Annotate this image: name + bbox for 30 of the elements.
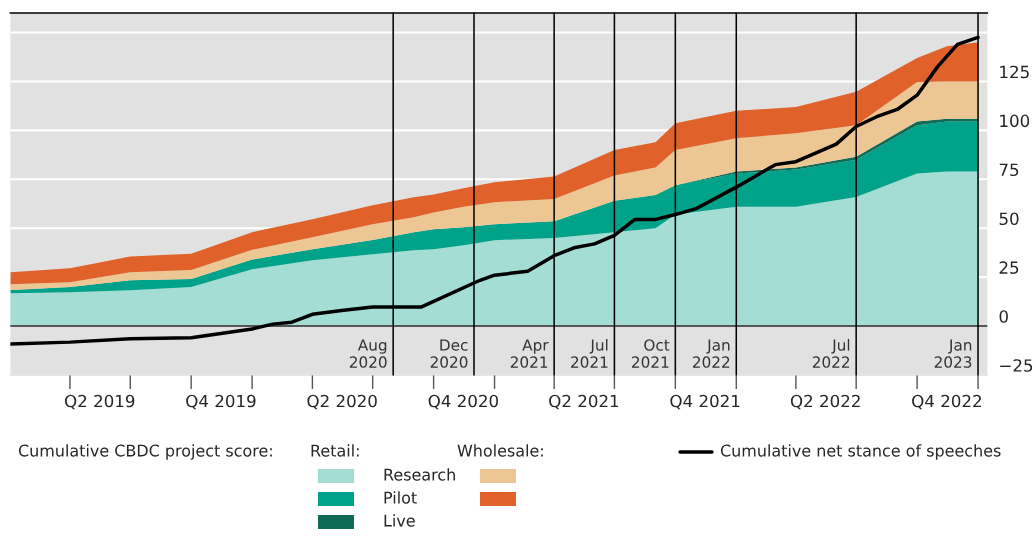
y-tick-label: −25: [1000, 359, 1033, 372]
x-tick-label: Q4 2019: [186, 394, 256, 410]
x-tick-label: Q2 2019: [64, 394, 135, 410]
y-tick-label: 125: [1000, 65, 1029, 79]
ref-line-label: Jul 2021: [571, 338, 608, 368]
legend-label: Live: [384, 514, 415, 527]
ref-line-label: Jan 2023: [934, 339, 972, 368]
ref-line-label: Oct 2021: [632, 339, 670, 368]
x-tick-label: Q2 2021: [549, 394, 619, 410]
legend-title: Cumulative CBDC project score:: [18, 444, 272, 460]
x-tick-label: Q4 2020: [428, 394, 499, 410]
x-tick-label: Q4 2021: [670, 394, 740, 410]
y-tick-label: 50: [999, 212, 1019, 226]
ref-line-label: Jul 2022: [812, 338, 850, 368]
y-tick-label: 75: [999, 163, 1019, 177]
y-tick-label: 0: [999, 310, 1008, 323]
legend-label: Research: [384, 468, 455, 481]
x-tick-label: Q2 2022: [790, 394, 860, 410]
ref-line-label: Aug 2020: [349, 339, 387, 368]
x-tick-label: Q4 2022: [912, 394, 981, 410]
y-tick-label: 100: [1000, 114, 1030, 128]
legend-label: Pilot: [384, 491, 417, 504]
ref-line-label: Jan 2022: [692, 339, 730, 368]
ref-line-label: Apr 2021: [510, 339, 549, 368]
legend-label: Cumulative net stance of speeches: [720, 444, 1001, 460]
text: Retail:: [311, 444, 359, 457]
text: Wholesale:: [457, 444, 543, 457]
ref-line-label: Dec 2020: [430, 339, 468, 368]
y-tick-label: 25: [999, 261, 1019, 274]
x-tick-label: Q2 2020: [307, 394, 377, 410]
